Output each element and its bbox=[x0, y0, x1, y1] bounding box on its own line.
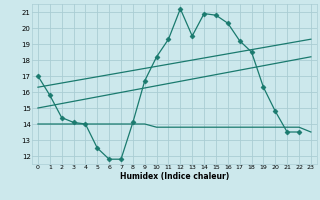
X-axis label: Humidex (Indice chaleur): Humidex (Indice chaleur) bbox=[120, 172, 229, 181]
